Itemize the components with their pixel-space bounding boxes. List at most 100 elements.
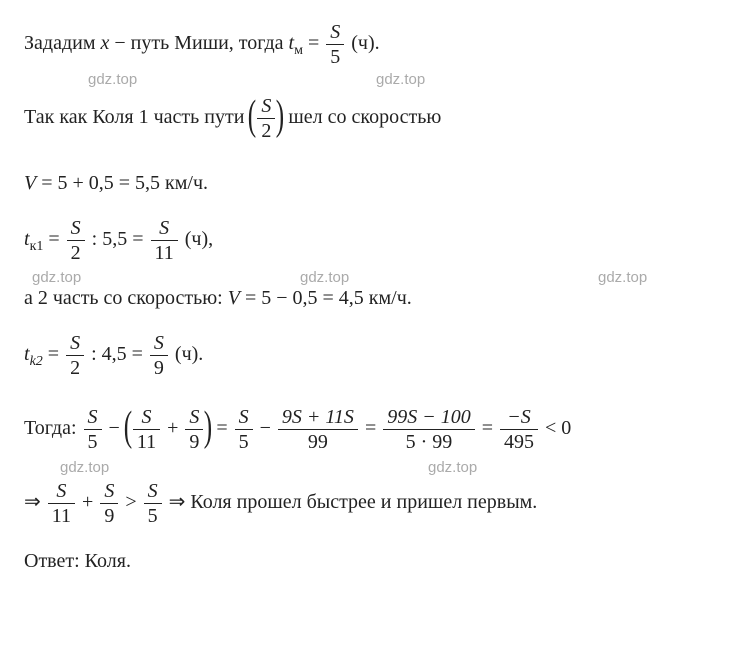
var-V: V [24,172,36,194]
numerator: S [67,216,85,241]
numerator: S [151,216,178,241]
paren-right: ) [276,85,284,148]
paragraph-1: Зададим x − путь Миши, тогда tм = S5 (ч)… [24,20,712,69]
fraction: S2 [67,216,85,265]
text: = [43,343,64,365]
fraction: S11 [48,479,75,528]
text: : 4,5 = [86,343,148,365]
watermark: gdz.top [428,457,477,480]
paragraph-5: gdz.top gdz.top gdz.top а 2 часть со ско… [24,283,712,313]
text: = 5 + 0,5 = 5,5 км/ч. [36,172,208,194]
paren-left: ( [124,396,132,459]
text: + [162,417,183,439]
text: + [77,491,98,513]
numerator: S [150,331,168,356]
text: Зададим [24,32,100,54]
denominator: 5 [235,430,253,454]
text: Тогда: [24,417,82,439]
text: = [303,32,324,54]
arrow: ⇒ [24,491,46,513]
text: = [360,417,381,439]
paragraph-3: V = 5 + 0,5 = 5,5 км/ч. [24,168,712,198]
paragraph-4: tк1 = S2 : 5,5 = S11 (ч), [24,216,712,265]
denominator: 11 [133,430,160,454]
denominator: 99 [278,430,358,454]
denominator: 5 [326,45,344,69]
fraction: 99S − 1005 · 99 [383,405,475,454]
paragraph-6: tk2 = S2 : 4,5 = S9 (ч). [24,331,712,380]
denominator: 5 [144,504,162,528]
text: (ч). [170,343,203,365]
numerator: S [133,405,160,430]
numerator: S [144,479,162,504]
paren-left: ( [248,85,256,148]
denominator: 11 [48,504,75,528]
denominator: 9 [150,356,168,380]
denominator: 2 [257,119,275,143]
arrow: ⇒ [164,491,191,513]
subscript: м [294,43,303,58]
text: шел со скоростью [283,106,441,128]
answer-text: Ответ: Коля. [24,550,131,572]
fraction: S5 [84,405,102,454]
fraction: S5 [326,20,344,69]
denominator: 5 [84,430,102,454]
var-V: V [228,287,240,309]
text: Коля прошел быстрее и пришел первым. [190,491,537,513]
numerator: S [48,479,75,504]
text: − путь Миши, тогда [109,32,288,54]
numerator: 9S + 11S [278,405,358,430]
subscript: k2 [30,354,43,369]
fraction: S11 [133,405,160,454]
text: (ч), [180,228,213,250]
denominator: 495 [500,430,538,454]
paragraph-7: Тогда: S5 − (S11 + S9) = S5 − 9S + 11S99… [24,398,712,461]
paragraph-8: ⇒ S11 + S9 > S5 ⇒ Коля прошел быстрее и … [24,479,712,528]
watermark: gdz.top [376,69,425,92]
text: Так как Коля 1 часть пути [24,106,249,128]
fraction: S5 [144,479,162,528]
fraction: −S495 [500,405,538,454]
text: = [477,417,498,439]
watermark: gdz.top [598,267,647,290]
numerator: S [100,479,118,504]
denominator: 9 [185,430,203,454]
numerator: S [257,94,275,119]
fraction: S9 [150,331,168,380]
fraction: S9 [185,405,203,454]
paren-right: ) [204,396,212,459]
text: (ч). [346,32,379,54]
denominator: 2 [66,356,84,380]
fraction: S2 [66,331,84,380]
text: = [211,417,232,439]
watermark: gdz.top [60,457,109,480]
numerator: S [84,405,102,430]
text: < 0 [540,417,571,439]
text: : 5,5 = [87,228,149,250]
denominator: 2 [67,241,85,265]
paragraph-2: gdz.top gdz.top Так как Коля 1 часть пут… [24,87,712,150]
numerator: S [66,331,84,356]
text: − [104,417,125,439]
text: а 2 часть со скоростью: [24,287,228,309]
denominator: 11 [151,241,178,265]
fraction: 9S + 11S99 [278,405,358,454]
text: = 5 − 0,5 = 4,5 км/ч. [240,287,412,309]
text: − [255,417,276,439]
text: > [120,491,141,513]
numerator: S [326,20,344,45]
subscript: к1 [30,239,44,254]
numerator: S [185,405,203,430]
denominator: 5 · 99 [383,430,475,454]
fraction: S11 [151,216,178,265]
denominator: 9 [100,504,118,528]
paragraph-answer: Ответ: Коля. [24,546,712,576]
fraction: S9 [100,479,118,528]
watermark: gdz.top [88,69,137,92]
numerator: −S [500,405,538,430]
numerator: S [235,405,253,430]
fraction: S5 [235,405,253,454]
numerator: 99S − 100 [383,405,475,430]
fraction: S2 [257,94,275,143]
text: = [43,228,64,250]
